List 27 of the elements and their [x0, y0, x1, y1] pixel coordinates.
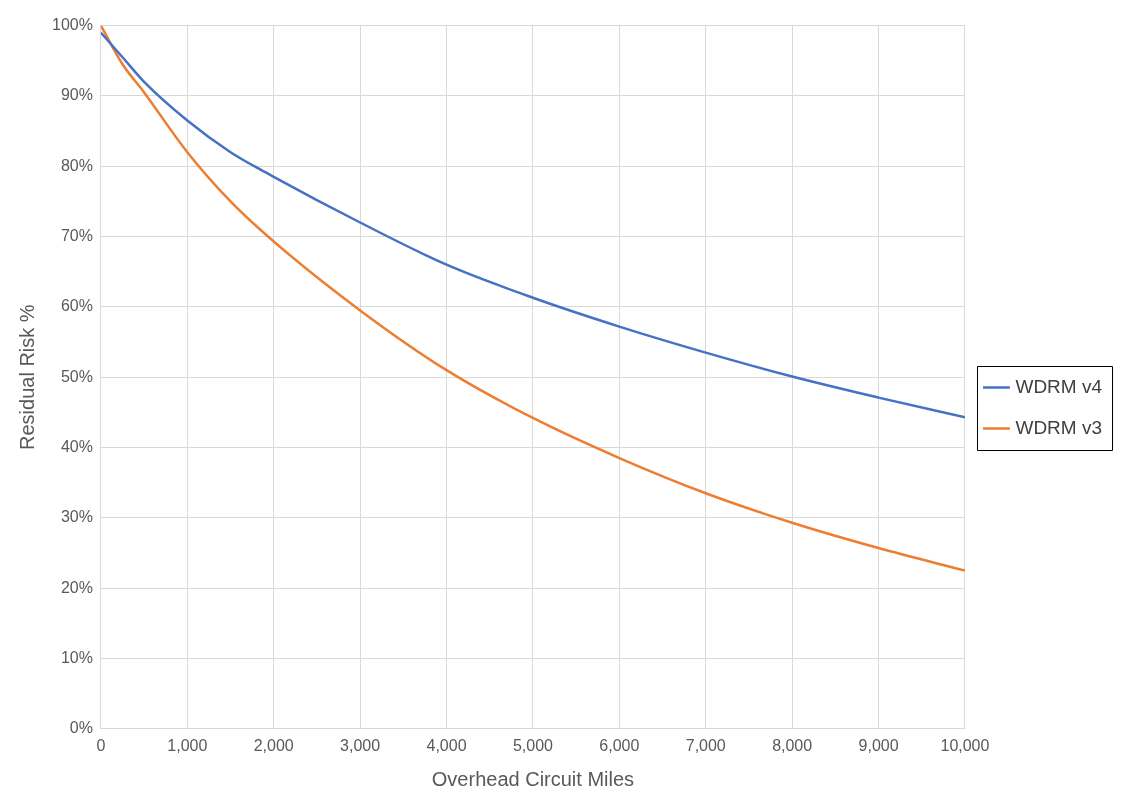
- x-tick-label: 7,000: [685, 736, 726, 754]
- y-tick-label: 80%: [60, 156, 93, 174]
- x-tick-label: 1,000: [167, 736, 208, 754]
- legend-label: WDRM v3: [1015, 416, 1103, 438]
- y-tick-label: 20%: [60, 578, 93, 596]
- x-tick-label: 2,000: [253, 736, 294, 754]
- x-tick-label: 3,000: [340, 736, 381, 754]
- x-axis-title: Overhead Circuit Miles: [431, 767, 635, 790]
- line-series: [100, 31, 965, 419]
- y-tick-label: 40%: [60, 437, 93, 455]
- legend-label: WDRM v4: [1015, 375, 1103, 397]
- y-tick-label: 50%: [60, 367, 93, 385]
- y-tick-label: 30%: [60, 508, 93, 526]
- x-tick-label: 9,000: [858, 736, 899, 754]
- x-tick-label: 4,000: [426, 736, 467, 754]
- x-tick-label: 0: [96, 736, 106, 754]
- y-tick-label: 10%: [60, 648, 93, 666]
- y-tick-label: 0%: [69, 719, 93, 737]
- y-tick-label: 60%: [60, 297, 93, 315]
- x-tick-label: 10,000: [940, 736, 990, 754]
- y-tick-label: 100%: [52, 16, 93, 34]
- x-tick-label: 8,000: [772, 736, 813, 754]
- y-tick-label: 90%: [60, 86, 93, 104]
- y-tick-label: 70%: [60, 226, 93, 244]
- x-tick-label: 5,000: [512, 736, 554, 754]
- y-axis-title: Residual Risk %: [15, 304, 38, 450]
- x-tick-label: 6,000: [599, 736, 640, 754]
